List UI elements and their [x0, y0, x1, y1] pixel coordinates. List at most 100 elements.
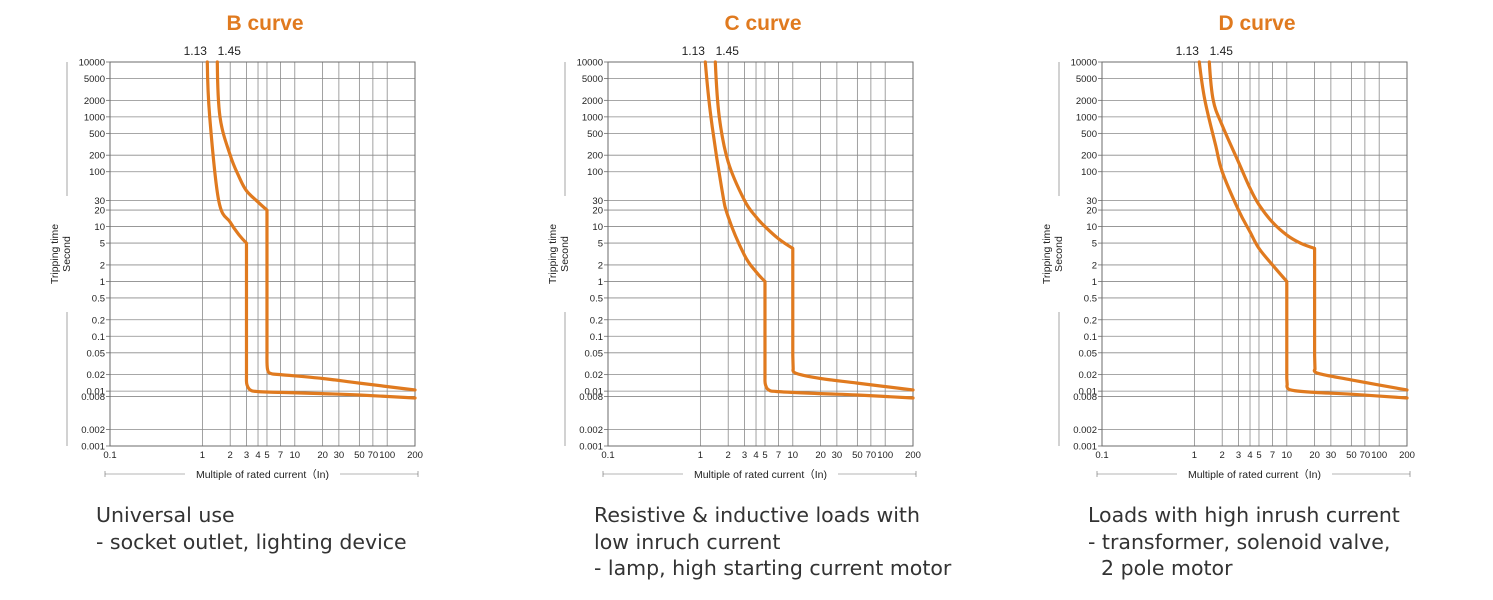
x-axis-label-bg	[683, 466, 838, 482]
x-tick-label: 2	[1220, 450, 1225, 461]
x-tick-label: 3	[244, 450, 249, 461]
plot-frame	[109, 61, 416, 447]
x-tick-label: 3	[1236, 450, 1241, 461]
x-tick-label: 3	[742, 450, 747, 461]
y-tick-label: 0.1	[1084, 332, 1097, 343]
y-tick-label: 0.008	[81, 392, 105, 403]
y-tick-label: 20	[94, 206, 105, 217]
x-tick-label: 200	[905, 450, 921, 461]
y-tick-label: 0.01	[585, 387, 604, 398]
y-tick-label: 0.2	[1084, 315, 1097, 326]
x-axis-label-bg	[185, 466, 340, 482]
y-tick-label: 2	[598, 260, 603, 271]
x-tick-label: 10	[1282, 450, 1293, 461]
description-line: Resistive & inductive loads with	[594, 503, 920, 527]
description-line: - transformer, solenoid valve,	[1088, 529, 1391, 554]
x-tick-label: 50	[1346, 450, 1357, 461]
x-axis-label-bg	[1177, 466, 1332, 482]
y-tick-label: 2	[1092, 260, 1097, 271]
y-tick-label: 0.001	[1073, 442, 1097, 453]
tripping-curve-2	[713, 60, 915, 392]
y-tick-label: 10000	[1071, 58, 1097, 69]
x-tick-label: 5	[264, 450, 269, 461]
y-axis-sublabel: Second	[559, 236, 571, 272]
y-axis-sublabel: Second	[1053, 236, 1065, 272]
x-tick-label: 100	[877, 450, 893, 461]
x-tick-label: 4	[255, 450, 260, 461]
d-curve-panel: D curve 10000 5000 2000 1000 500 200 100 30 20 10…	[992, 0, 1462, 600]
description-line: - lamp, high starting current motor	[594, 556, 952, 580]
x-tick-label: 2	[228, 450, 233, 461]
b-curve-panel: B curve 10000 5000 2000 1000 500 200 100 30 20 10…	[0, 0, 470, 600]
chart-description: Universal use - socket outlet, lighting …	[96, 502, 466, 555]
y-tick-label: 0.05	[585, 348, 604, 359]
y-axis-label-bg	[43, 196, 75, 312]
y-tick-label: 1	[1092, 277, 1097, 288]
y-tick-label: 20	[592, 206, 603, 217]
y-tick-label: 0.5	[590, 293, 603, 304]
x-tick-label: 10	[788, 450, 799, 461]
y-tick-label: 200	[89, 151, 105, 162]
y-tick-label: 500	[89, 129, 105, 140]
y-tick-label: 10	[1086, 222, 1097, 233]
c-curve-panel: C curve 10000 5000 2000 1000 500 200 100 30 20 10…	[498, 0, 968, 600]
c-curve-chart: 100005000200010005002001003020105210.50.…	[541, 44, 921, 482]
y-tick-label: 0.01	[1079, 387, 1098, 398]
y-tick-label: 0.002	[579, 425, 603, 436]
top-label: 1.13	[1176, 44, 1200, 58]
b-curve-chart: 100005000200010005002001003020105210.50.…	[43, 44, 423, 482]
y-tick-label: 0.02	[1079, 370, 1098, 381]
y-tick-label: 5	[100, 239, 105, 250]
x-axis-label: Multiple of rated current（In)	[196, 469, 329, 481]
y-tick-label: 2000	[1076, 96, 1097, 107]
y-tick-label: 10	[592, 222, 603, 233]
y-tick-label: 10000	[79, 58, 105, 69]
x-tick-label: 70	[866, 450, 877, 461]
y-axis-sublabel: Second	[61, 236, 73, 272]
top-label: 1.13	[184, 44, 208, 58]
y-axis-label-bg	[1035, 196, 1067, 312]
description-line: - socket outlet, lighting device	[96, 529, 407, 554]
y-tick-label: 0.002	[1073, 425, 1097, 436]
y-tick-label: 2000	[84, 96, 105, 107]
x-tick-label: 20	[815, 450, 826, 461]
y-tick-label: 30	[1086, 196, 1097, 207]
y-tick-label: 20	[1086, 206, 1097, 217]
x-tick-label: 10	[290, 450, 301, 461]
x-tick-label: 100	[1371, 450, 1387, 461]
description-line: Universal use	[96, 503, 235, 527]
y-tick-label: 1000	[84, 112, 105, 123]
y-tick-label: 0.5	[92, 293, 105, 304]
description-line: Loads with high inrush current	[1088, 503, 1400, 527]
x-tick-label: 20	[317, 450, 328, 461]
y-tick-label: 100	[89, 167, 105, 178]
x-tick-label: 0.1	[1095, 450, 1108, 461]
x-tick-label: 100	[379, 450, 395, 461]
tripping-curve-1	[205, 60, 417, 400]
d-curve-chart: 100005000200010005002001003020105210.50.…	[1035, 44, 1415, 482]
y-tick-label: 0.05	[1079, 348, 1098, 359]
x-tick-label: 7	[1270, 450, 1275, 461]
x-tick-label: 20	[1309, 450, 1320, 461]
x-axis-label: Multiple of rated current（In)	[1188, 469, 1321, 481]
x-axis-label: Multiple of rated current（In)	[694, 469, 827, 481]
y-tick-label: 1	[598, 277, 603, 288]
y-tick-label: 0.05	[87, 348, 106, 359]
y-tick-label: 0.01	[87, 387, 106, 398]
y-tick-label: 500	[1081, 129, 1097, 140]
y-tick-label: 1000	[1076, 112, 1097, 123]
y-tick-label: 200	[1081, 151, 1097, 162]
y-tick-label: 1000	[582, 112, 603, 123]
x-tick-label: 50	[354, 450, 365, 461]
y-tick-label: 2	[100, 260, 105, 271]
y-tick-label: 0.008	[579, 392, 603, 403]
x-tick-label: 0.1	[601, 450, 614, 461]
x-tick-label: 30	[1326, 450, 1337, 461]
y-tick-label: 0.1	[590, 332, 603, 343]
y-tick-label: 5000	[1076, 74, 1097, 85]
y-tick-label: 0.2	[590, 315, 603, 326]
x-tick-label: 200	[1399, 450, 1415, 461]
x-tick-label: 1	[200, 450, 205, 461]
y-tick-label: 100	[1081, 167, 1097, 178]
x-tick-label: 200	[407, 450, 423, 461]
